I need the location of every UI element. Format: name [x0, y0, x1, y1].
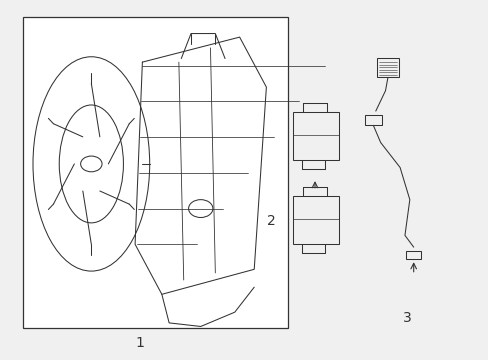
Bar [23, 18, 287, 328]
Text: 2: 2 [266, 214, 275, 228]
Bar [364, 115, 381, 125]
Bar [406, 251, 420, 259]
Text: 1: 1 [135, 336, 144, 350]
Bar [292, 112, 339, 160]
Bar [376, 58, 398, 77]
Bar [292, 196, 339, 244]
Text: 3: 3 [402, 311, 411, 324]
